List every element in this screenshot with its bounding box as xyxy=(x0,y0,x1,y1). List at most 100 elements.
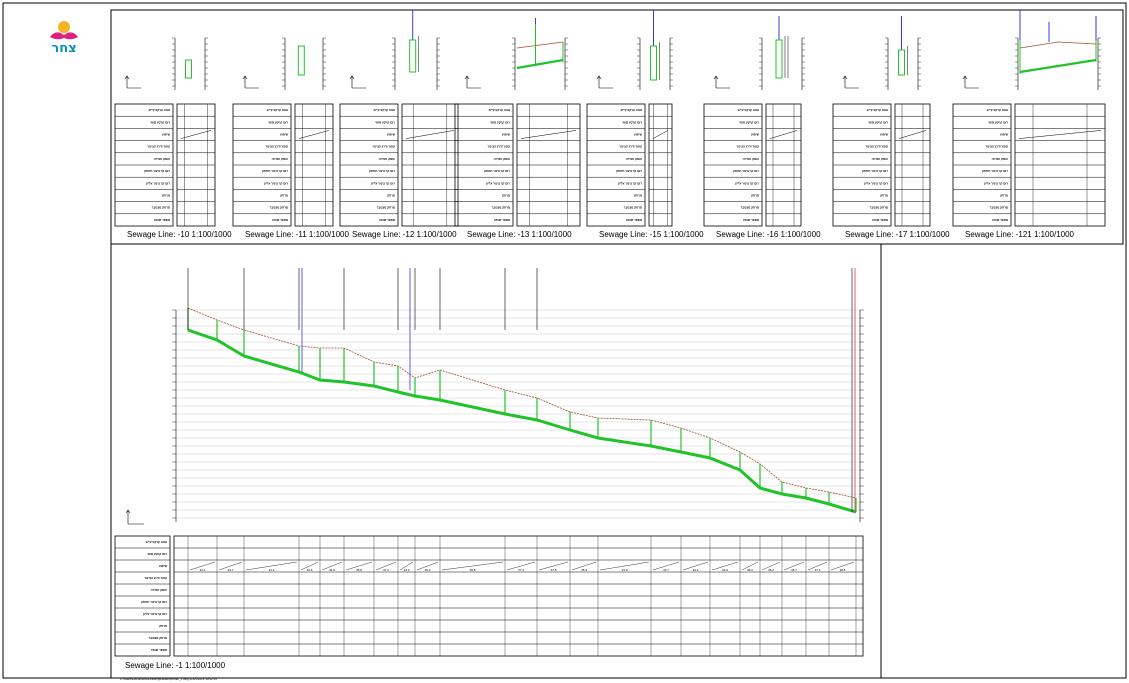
axis-arrow-icon xyxy=(962,75,979,89)
manhole-shaft xyxy=(297,45,305,76)
table-row-label: רום קר צינור תחתון xyxy=(144,169,170,173)
table-row-label: רום קר צינור תחתון xyxy=(141,600,167,604)
slope-value: 34.1 xyxy=(200,568,206,572)
manhole-shaft xyxy=(898,49,905,76)
slope-mark xyxy=(898,130,927,139)
slope-value: 37.4 xyxy=(518,568,524,572)
table-row-label: מספר שוחה xyxy=(272,218,288,222)
table-row-label: רום קר צינור עליון xyxy=(618,181,642,185)
small-profile-5: גובה קרקע קיים רום קרקע סופי שיפוע קוטר ודר… xyxy=(586,10,704,239)
table-row-label: רום קר צינור תחתון xyxy=(862,169,888,173)
table-row-label: מרחק מצטבר xyxy=(990,206,1008,210)
profile-caption: Sewage Line: -17 1:100/1000 xyxy=(845,230,950,239)
slope-value: 34.6 xyxy=(329,568,335,572)
table-row-label: עומק חפירה xyxy=(626,157,642,161)
profile-caption: Sewage Line: -10 1:100/1000 xyxy=(127,230,232,239)
manhole-shaft xyxy=(775,39,783,79)
slope-value: 35.3 xyxy=(581,568,587,572)
table-row-label: עומק חפירה xyxy=(743,157,759,161)
table-row-label: שיפוע xyxy=(751,133,760,137)
table-row-label: קוטר ודרג הצינור xyxy=(487,145,510,149)
table-row-label: מרחק מצטבר xyxy=(624,206,642,210)
slope-mark xyxy=(761,561,781,571)
small-profiles-row: גובה קרקע קיים רום קרקע סופי שיפוע קוטר ודר… xyxy=(114,10,1106,239)
slope-mark xyxy=(180,130,212,139)
table-row-label: רום קרקע סופי xyxy=(490,120,510,124)
slope-mark xyxy=(741,561,759,571)
table-row-label: רום קרקע סופי xyxy=(147,552,167,556)
slope-mark xyxy=(711,561,739,571)
slope-value: 34.4 xyxy=(693,568,699,572)
profile-caption: Sewage Line: -12 1:100/1000 xyxy=(352,230,457,239)
table-row-label: רום קר צינור עליון xyxy=(143,612,167,616)
table-row-label: קוטר ודרג הצינור xyxy=(985,145,1008,149)
table-row-label: גובה קרקע קיים xyxy=(146,540,168,544)
table-row-label: שיפוע xyxy=(159,564,168,568)
slope-value: 36.8 xyxy=(470,568,476,572)
table-row-label: קוטר ודרג הצינור xyxy=(265,145,288,149)
small-profile-6: גובה קרקע קיים רום קרקע סופי שיפוע קוטר ודר… xyxy=(703,16,821,239)
axis-arrow-icon xyxy=(124,75,141,89)
slope-mark xyxy=(321,561,343,571)
table-row-label: רום קר צינור עליון xyxy=(864,181,888,185)
table-row-label: שיפוע xyxy=(280,133,289,137)
logo: צחר xyxy=(50,21,78,56)
slope-value: 33.7 xyxy=(663,568,669,572)
table-row-label: קוטר ודרג הצינור xyxy=(865,145,888,149)
table-row-label: רום קר צינור תחתון xyxy=(484,169,510,173)
table-row-label: רום קרקע סופי xyxy=(622,120,642,124)
logo-sun-icon xyxy=(58,21,70,33)
small-profile-4: גובה קרקע קיים רום קרקע סופי שיפוע קוטר ודר… xyxy=(454,18,581,239)
table-row-label: מרחק xyxy=(502,194,510,198)
ground-line xyxy=(1019,41,1097,49)
axis-arrow-icon xyxy=(125,509,144,525)
table-row-label: שיפוע xyxy=(502,133,511,137)
logo-text: צחר xyxy=(51,41,76,56)
slope-mark xyxy=(298,130,330,139)
table-row-label: מרחק xyxy=(159,624,167,628)
table-row-label: מרחק מצטבר xyxy=(152,206,170,210)
table-row-label: רום קר צינור תחתון xyxy=(733,169,759,173)
table-row-label: מרחק מצטבר xyxy=(870,206,888,210)
pipe-line xyxy=(1019,58,1097,74)
table-row-label: רום קר צינור תחתון xyxy=(369,169,395,173)
ground-line xyxy=(187,307,857,499)
slope-mark xyxy=(218,561,243,571)
table-row-label: עומק חפירה xyxy=(494,157,510,161)
slope-mark xyxy=(571,561,597,571)
axis-arrow-icon xyxy=(349,75,366,89)
table-row-label: מספר שוחה xyxy=(626,218,642,222)
axis-arrow-icon xyxy=(842,75,859,89)
table-row-label: רום קר צינור עליון xyxy=(735,181,759,185)
table-row-label: מרחק מצטבר xyxy=(492,206,510,210)
profile-caption: Sewage Line: -13 1:100/1000 xyxy=(467,230,572,239)
table-row-label: קוטר ודרג הצינור xyxy=(736,145,759,149)
profile-caption: Sewage Line: -121 1:100/1000 xyxy=(965,230,1075,239)
axis-arrow-icon xyxy=(596,75,613,89)
axis-arrow-icon xyxy=(242,75,259,89)
table-row-label: רום קרקע סופי xyxy=(988,120,1008,124)
slope-value: 33.0 xyxy=(622,568,628,572)
table-row-label: מרחק xyxy=(280,194,288,198)
table-row-label: מרחק xyxy=(387,194,395,198)
table-row-label: מרחק מצטבר xyxy=(741,206,759,210)
table-row-label: רום קרקע סופי xyxy=(268,120,288,124)
table-row-label: מרחק xyxy=(162,194,170,198)
table-row-label: עומק חפירה xyxy=(872,157,888,161)
table-row-label: רום קר צינור עליון xyxy=(486,181,510,185)
slope-mark xyxy=(783,561,805,571)
table-row-label: גובה קרקע קיים xyxy=(267,108,289,112)
slope-mark xyxy=(375,561,397,571)
slope-mark xyxy=(520,130,577,139)
slope-value: 35.2 xyxy=(425,568,431,572)
table-row-label: גובה קרקע קיים xyxy=(987,108,1009,112)
manhole-shaft xyxy=(409,39,417,73)
small-profile-8: גובה קרקע קיים רום קרקע סופי שיפוע קוטר ודר… xyxy=(952,10,1106,239)
pipe-line xyxy=(187,328,857,514)
table-row-label: רום קרקע סופי xyxy=(868,120,888,124)
manhole-shaft xyxy=(650,45,657,81)
table-row-label: מרחק מצטבר xyxy=(149,636,167,640)
table-row-label: שיפוע xyxy=(880,133,889,137)
table-row-label: שיפוע xyxy=(634,133,643,137)
